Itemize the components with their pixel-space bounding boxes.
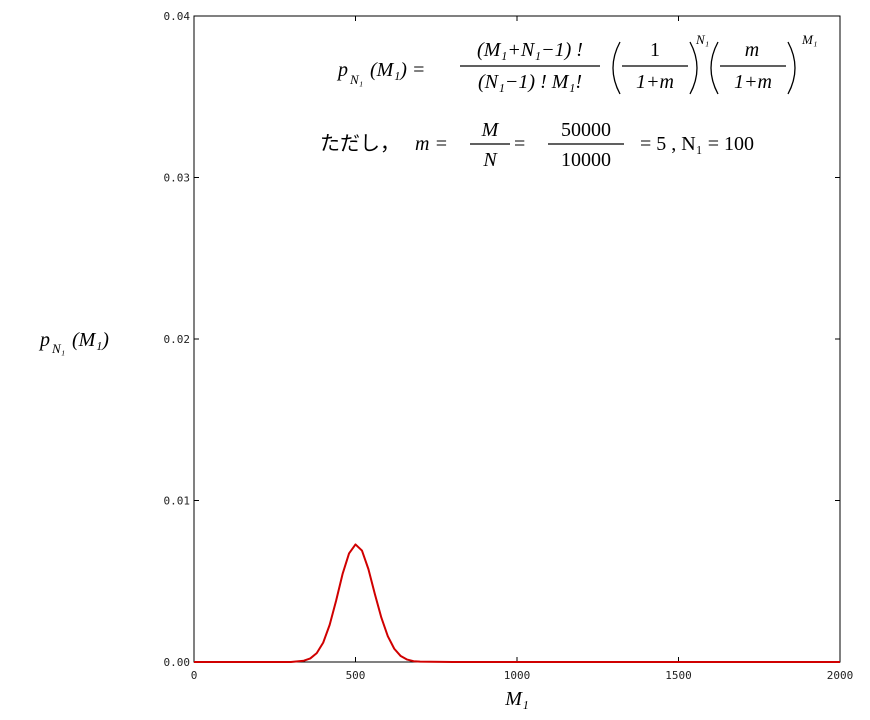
- f-num: (M₁+N₁−1) !: [477, 39, 583, 61]
- x-label: M₁: [504, 688, 529, 710]
- paren: [710, 41, 719, 95]
- formula-2: ただし， m = M N = 50000 10000 = 5 , N₁ = 10…: [320, 119, 754, 171]
- y-label-p: p: [38, 329, 50, 351]
- y-tick-label: 0.01: [164, 495, 191, 508]
- f-den: (N₁−1) ! M₁!: [478, 71, 582, 93]
- y-tick-label: 0.00: [164, 656, 191, 669]
- y-label-rest: (M₁): [72, 329, 109, 351]
- f3-num: m: [745, 39, 759, 61]
- f-50000: 50000: [561, 119, 611, 141]
- f-sub: N₁: [349, 72, 363, 87]
- x-tick-label: 1000: [504, 669, 531, 682]
- y-tick-label: 0.02: [164, 333, 191, 346]
- f-10000: 10000: [561, 149, 611, 171]
- paren: [689, 41, 698, 95]
- paren: [612, 41, 621, 95]
- x-tick-label: 1500: [665, 669, 692, 682]
- plot-frame: [193, 15, 841, 663]
- f-rest: = 5 , N₁ = 100: [640, 133, 754, 155]
- exp2: M₁: [801, 32, 817, 47]
- y-label-sub: N₁: [51, 341, 65, 356]
- data-line: [193, 543, 840, 663]
- f-pre: ただし，: [320, 133, 400, 155]
- f-lhs: (M₁) =: [370, 59, 425, 81]
- y-tick-label: 0.03: [164, 172, 191, 185]
- f-eq: =: [514, 133, 525, 155]
- paren: [787, 41, 796, 95]
- f-M: M: [481, 119, 500, 141]
- f2-num: 1: [650, 39, 660, 61]
- f-N: N: [482, 149, 498, 171]
- x-tick-label: 2000: [827, 669, 854, 682]
- y-tick-label: 0.04: [164, 10, 191, 23]
- formula-1: p N₁ (M₁) = (M₁+N₁−1) ! (N₁−1) ! M₁! 1 1…: [336, 32, 817, 95]
- x-tick-label: 500: [346, 669, 366, 682]
- exp1: N₁: [695, 32, 709, 47]
- f-p: p: [336, 59, 348, 81]
- f3-den: 1+m: [734, 71, 772, 93]
- f-m: m =: [415, 133, 448, 155]
- f2-den: 1+m: [636, 71, 674, 93]
- x-tick-label: 0: [191, 669, 198, 682]
